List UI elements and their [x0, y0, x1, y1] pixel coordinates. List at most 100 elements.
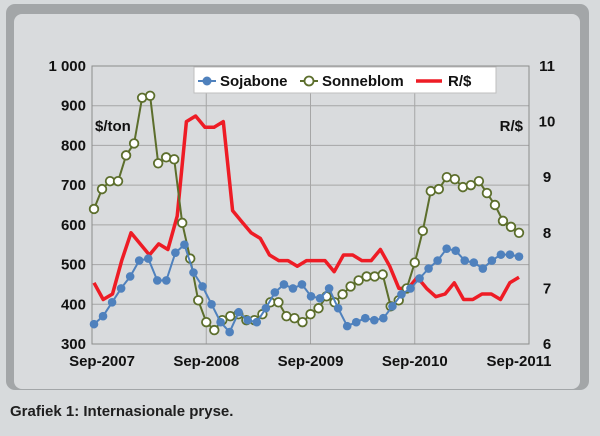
data-point [481, 187, 493, 199]
y-right-unit-label: R/$ [500, 118, 524, 135]
data-point [144, 90, 156, 101]
figure-caption: Grafiek 1: Internasionale pryse. [10, 403, 234, 420]
legend-label: Sojabone [220, 73, 288, 90]
x-tick-label: Sep-2010 [382, 353, 448, 370]
data-point [152, 276, 162, 285]
legend-item-rand-dollar: R/$ [416, 73, 472, 90]
data-point [306, 292, 316, 301]
legend-label: R/$ [448, 73, 472, 90]
data-point [473, 175, 485, 187]
data-point [449, 173, 461, 185]
data-point [288, 284, 298, 293]
data-point [177, 217, 188, 229]
y-left-tick-label: 700 [61, 177, 86, 194]
data-point [216, 317, 225, 327]
legend-item-sojabone: Sojabone [198, 73, 288, 90]
data-point [270, 288, 280, 297]
data-point [112, 175, 124, 187]
y-left-tick-label: 1 000 [48, 58, 86, 75]
data-point [377, 269, 388, 280]
data-point [234, 307, 243, 317]
x-tick-label: Sep-2011 [486, 353, 551, 370]
data-point [406, 284, 415, 293]
data-point [489, 199, 501, 211]
y-left-tick-label: 600 [61, 217, 86, 234]
data-point [162, 276, 171, 285]
legend-item-sonneblom: Sonneblom [300, 73, 404, 90]
series-line [93, 94, 520, 332]
data-point [134, 256, 144, 265]
y-left-unit-label: $/ton [95, 118, 131, 135]
legend-box [193, 66, 497, 94]
y-right-tick-label: 10 [539, 114, 556, 131]
data-point [313, 303, 324, 314]
data-point [379, 313, 388, 323]
y-left-tick-label: 300 [61, 336, 86, 353]
series-r [92, 114, 520, 302]
y-right-tick-label: 9 [543, 169, 551, 186]
data-point [433, 183, 445, 195]
x-tick-label: Sep-2007 [69, 353, 135, 370]
data-point [168, 154, 180, 165]
data-point [514, 252, 524, 261]
data-point [88, 203, 100, 215]
legend-swatch-marker [303, 75, 315, 87]
data-point [89, 319, 99, 329]
data-point [478, 264, 488, 273]
data-point [433, 256, 442, 265]
data-point [337, 289, 348, 300]
data-point [116, 284, 126, 293]
data-point [171, 248, 180, 257]
data-point [417, 225, 428, 237]
legend-swatch-marker [202, 76, 212, 86]
data-point [360, 313, 370, 323]
data-point [279, 280, 289, 289]
data-point [513, 227, 525, 239]
y-right-tick-label: 11 [539, 58, 555, 75]
data-point [505, 250, 515, 259]
price-chart: 1 000 900 800 700 600 500 400 300 11 10 9 8 7 6 Sep-… [48, 58, 556, 370]
data-point [189, 268, 198, 277]
data-point [297, 316, 308, 328]
data-point [370, 315, 379, 325]
data-point [351, 317, 361, 327]
data-point [261, 303, 271, 313]
series-sojabone [89, 240, 524, 337]
y-right-tick-label: 6 [543, 336, 551, 353]
data-point [460, 256, 470, 265]
x-tick-label: Sep-2008 [173, 353, 239, 370]
data-point [315, 294, 325, 303]
data-point [225, 327, 234, 337]
y-right-tick-label: 7 [543, 280, 551, 297]
legend: Sojabone Sonneblom R/$ [193, 66, 497, 94]
data-point [98, 311, 108, 321]
y-right-axis-ticks: 11 10 9 8 7 6 [539, 58, 556, 353]
data-point [305, 309, 316, 320]
legend-label: Sonneblom [322, 73, 404, 90]
data-point [128, 138, 140, 149]
data-point [198, 282, 207, 291]
series-sonneblom [88, 90, 525, 336]
y-left-axis-ticks: 1 000 900 800 700 600 500 400 300 [48, 58, 86, 353]
y-left-tick-label: 900 [61, 98, 86, 115]
data-point [180, 240, 189, 250]
data-point [487, 256, 497, 265]
data-point [342, 321, 352, 331]
data-point [252, 317, 262, 327]
data-point [120, 150, 132, 161]
series-line [92, 114, 520, 302]
data-point [442, 244, 451, 253]
data-point [209, 324, 220, 336]
data-point [125, 272, 135, 281]
data-point [273, 297, 284, 308]
x-tick-label: Sep-2009 [278, 353, 344, 370]
data-point [424, 264, 433, 273]
data-point [201, 316, 212, 328]
data-point [397, 290, 406, 299]
data-point [297, 280, 307, 289]
data-point [497, 215, 509, 227]
gridlines [92, 66, 529, 344]
y-left-tick-label: 800 [61, 137, 86, 154]
data-point [324, 284, 334, 293]
data-point [207, 299, 216, 309]
